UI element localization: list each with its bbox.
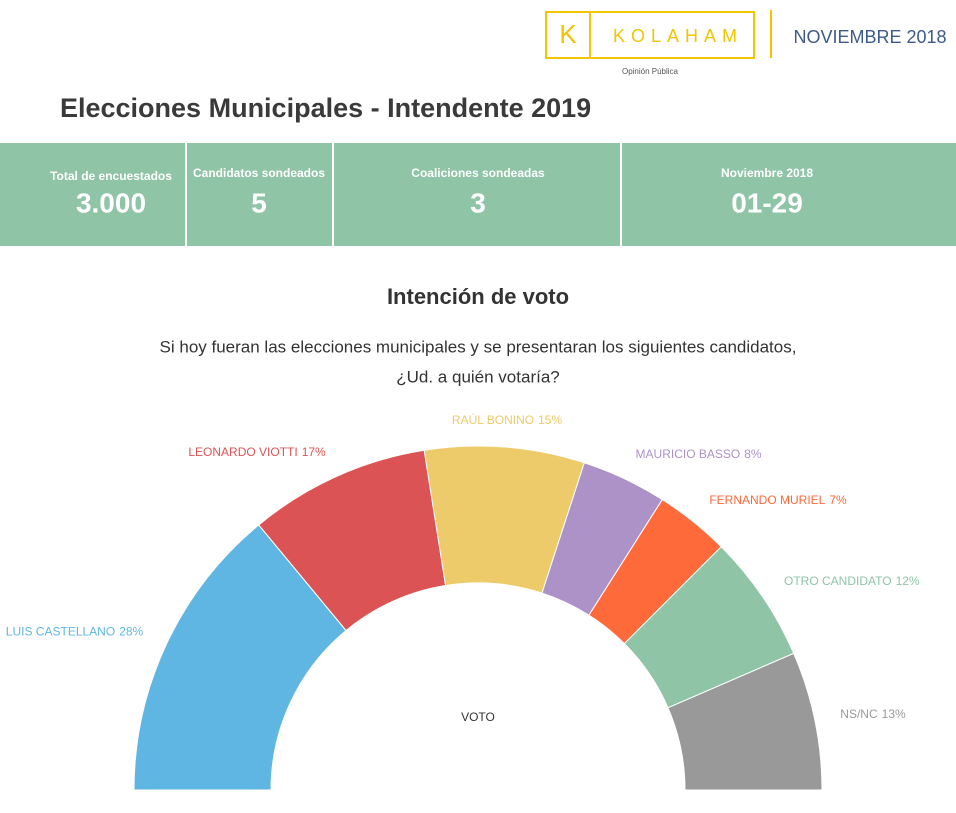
segment-value: 28% bbox=[119, 625, 143, 639]
segment-label: FERNANDO MURIEL 7% bbox=[709, 493, 847, 507]
segment-name: OTRO CANDIDATO bbox=[784, 574, 892, 588]
center-label: VOTO bbox=[461, 710, 495, 724]
stats-band bbox=[0, 143, 956, 246]
stat-label: Noviembre 2018 bbox=[721, 166, 813, 180]
logo-text: KOLAHAM bbox=[613, 26, 743, 46]
segment-name: FERNANDO MURIEL bbox=[709, 493, 825, 507]
segment-label: LEONARDO VIOTTI 17% bbox=[188, 445, 326, 459]
segment-label: NS/NC 13% bbox=[840, 707, 906, 721]
segment-value: 17% bbox=[302, 445, 326, 459]
logo-box bbox=[545, 11, 755, 59]
segment-name: RAÚL BONINO bbox=[452, 412, 534, 427]
stat-label: Candidatos sondeados bbox=[193, 166, 325, 180]
header-date: NOVIEMBRE 2018 bbox=[793, 27, 946, 47]
segment-name: LEONARDO VIOTTI bbox=[188, 445, 297, 459]
donut-segment bbox=[667, 652, 823, 791]
segment-label: RAÚL BONINO 15% bbox=[452, 412, 563, 427]
segment-name: NS/NC bbox=[840, 707, 878, 721]
stats-separator bbox=[332, 143, 334, 246]
stat-label: Total de encuestados bbox=[50, 169, 172, 183]
segment-value: 8% bbox=[744, 447, 762, 461]
chart-subtitle: ¿Ud. a quién votaría? bbox=[396, 367, 559, 386]
segment-name: MAURICIO BASSO bbox=[636, 447, 741, 461]
stat-label: Coaliciones sondeadas bbox=[411, 166, 545, 180]
stat-value: 01-29 bbox=[731, 187, 803, 218]
logo-letter: K bbox=[559, 19, 577, 49]
segment-value: 13% bbox=[882, 707, 906, 721]
stat-value: 3 bbox=[470, 187, 486, 218]
segment-value: 12% bbox=[896, 574, 920, 588]
chart-title: Intención de voto bbox=[387, 284, 569, 309]
segment-value: 15% bbox=[538, 413, 562, 427]
segment-label: LUIS CASTELLANO 28% bbox=[6, 625, 144, 639]
segment-label: MAURICIO BASSO 8% bbox=[636, 447, 762, 461]
stat-value: 3.000 bbox=[76, 187, 146, 218]
segment-name: LUIS CASTELLANO bbox=[6, 625, 115, 639]
stats-separator bbox=[185, 143, 187, 246]
segment-value: 7% bbox=[829, 493, 847, 507]
page-title: Elecciones Municipales - Intendente 2019 bbox=[60, 93, 591, 123]
stat-value: 5 bbox=[251, 187, 267, 218]
segment-label: OTRO CANDIDATO 12% bbox=[784, 574, 920, 588]
chart-subtitle: Si hoy fueran las elecciones municipales… bbox=[160, 337, 797, 356]
stats-separator bbox=[620, 143, 622, 246]
logo-tagline: Opinión Pública bbox=[622, 67, 679, 76]
